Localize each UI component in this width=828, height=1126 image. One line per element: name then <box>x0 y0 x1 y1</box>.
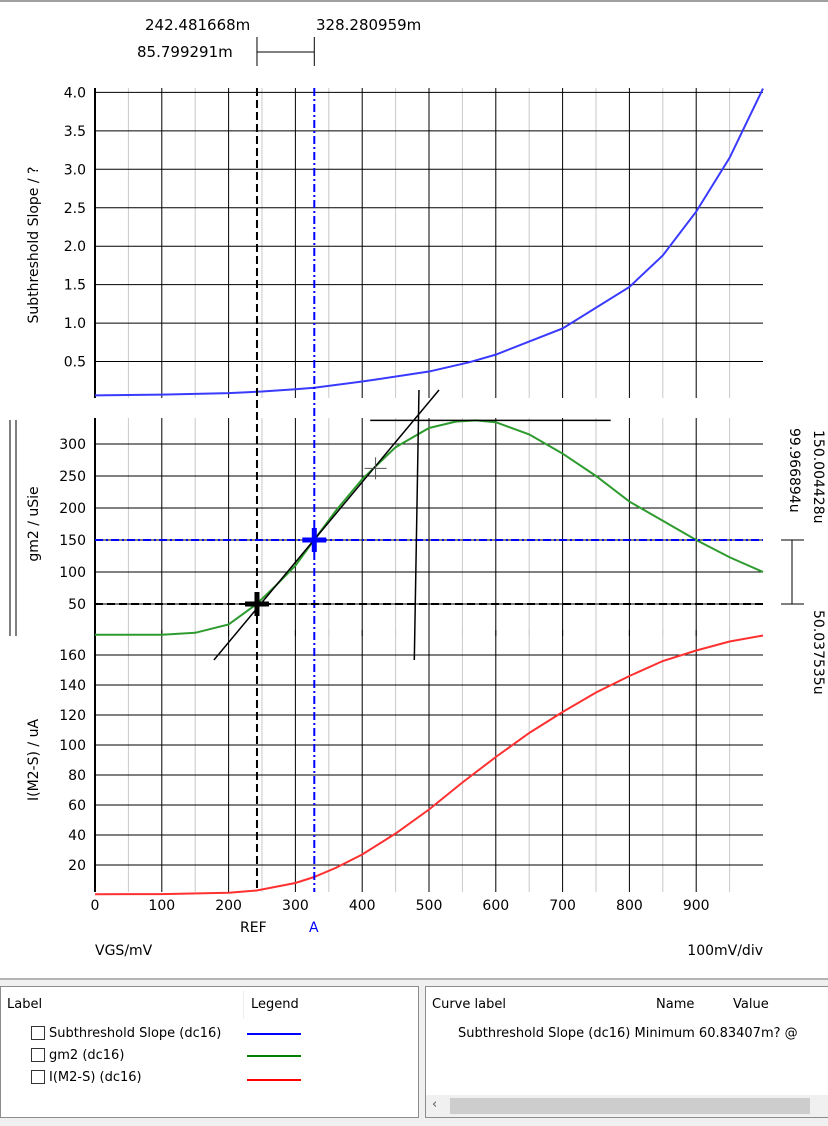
y-tick-label: 2.5 <box>64 201 86 217</box>
y-tick-label: 150 <box>59 533 86 549</box>
curve-label-header[interactable]: Curve label <box>432 997 506 1012</box>
legend-column-header[interactable]: Legend <box>251 997 299 1012</box>
y-tick-label: 250 <box>59 469 86 485</box>
y-tick-label: 2.0 <box>64 239 86 255</box>
value-header[interactable]: Value <box>733 997 769 1012</box>
x-tick-label: 600 <box>482 898 509 914</box>
y-tick-label: 160 <box>59 648 86 664</box>
legend-pane: Label Legend Subthreshold Slope (dc16) g… <box>0 986 419 1118</box>
y-label-current: I(M2-S) / uA <box>26 719 42 801</box>
y-tick-label: 1.0 <box>64 316 86 332</box>
y-tick-label: 60 <box>68 798 86 814</box>
ref-cursor-label[interactable]: REF <box>240 920 267 936</box>
y-tick-label: 300 <box>59 437 86 453</box>
y-label-slope: Subthreshold Slope / ? <box>26 167 42 324</box>
x-tick-label: 300 <box>282 898 309 914</box>
y-tick-label: 0.5 <box>64 355 86 371</box>
tangent-line <box>213 389 440 661</box>
y-tick-label: 40 <box>68 828 86 844</box>
measurement-name: Minimum <box>634 1025 695 1041</box>
visibility-checkbox[interactable] <box>31 1048 45 1062</box>
window-top-border <box>0 0 828 2</box>
visibility-checkbox[interactable] <box>31 1026 45 1040</box>
label-column-header[interactable]: Label <box>7 997 43 1012</box>
measurement-row[interactable]: Subthreshold Slope (dc16) Minimum 60.834… <box>458 1023 798 1043</box>
legend-item[interactable]: I(M2-S) (dc16) <box>31 1067 142 1087</box>
y-tick-label: 3.5 <box>64 124 86 140</box>
y-tick-label: 20 <box>68 858 86 874</box>
y-tick-label: 100 <box>59 738 86 754</box>
waveform-plot[interactable]: 0.51.01.52.02.53.03.54.05010015020025030… <box>0 0 828 978</box>
x-scale-note: 100mV/div <box>687 943 763 959</box>
a-cursor-label[interactable]: A <box>309 920 319 936</box>
slope-curve <box>94 88 764 397</box>
x-tick-label: 800 <box>616 898 643 914</box>
column-separator[interactable] <box>243 991 244 1019</box>
y-tick-label: 3.0 <box>64 162 86 178</box>
visibility-checkbox[interactable] <box>31 1070 45 1084</box>
x-tick-label: 500 <box>416 898 443 914</box>
legend-item-label: gm2 (dc16) <box>49 1047 125 1063</box>
measurements-pane: Curve label Name Value Subthreshold Slop… <box>425 986 828 1118</box>
x-tick-label: 200 <box>215 898 242 914</box>
legend-swatch <box>247 1033 301 1035</box>
legend-item-label: I(M2-S) (dc16) <box>49 1069 142 1085</box>
legend-item-label: Subthreshold Slope (dc16) <box>49 1025 222 1041</box>
bottom-panel: Label Legend Subthreshold Slope (dc16) g… <box>0 978 828 1126</box>
cursor-y-a-value: 150.004428u <box>810 430 826 524</box>
y-tick-label: 140 <box>59 678 86 694</box>
x-tick-label: 900 <box>683 898 710 914</box>
legend-swatch <box>247 1079 301 1081</box>
y-tick-label: 1.5 <box>64 278 86 294</box>
legend-item[interactable]: gm2 (dc16) <box>31 1045 124 1065</box>
y-tick-label: 200 <box>59 501 86 517</box>
y-tick-label: 4.0 <box>64 85 86 101</box>
y-tick-label: 100 <box>59 565 86 581</box>
y-tick-label: 80 <box>68 768 86 784</box>
name-header[interactable]: Name <box>656 997 695 1012</box>
x-axis-label: VGS/mV <box>95 943 153 959</box>
a-cursor-value: 328.280959m <box>316 16 421 34</box>
measurement-curve: Subthreshold Slope (dc16) <box>458 1025 631 1041</box>
horizontal-scrollbar[interactable]: ‹ <box>426 1095 828 1117</box>
x-tick-label: 400 <box>349 898 376 914</box>
measurement-value: 60.83407m? @ <box>698 1025 798 1041</box>
scrollbar-thumb[interactable] <box>450 1098 810 1114</box>
cursor-delta-x: 85.799291m <box>137 43 233 61</box>
y-tick-label: 50 <box>68 597 86 613</box>
y-tick-label: 120 <box>59 708 86 724</box>
x-tick-label: 100 <box>148 898 175 914</box>
x-tick-label: 700 <box>549 898 576 914</box>
cursor-y-ref-value: 50.037535u <box>810 610 826 695</box>
current-curve <box>94 634 764 896</box>
legend-swatch <box>247 1055 301 1057</box>
intersection-line <box>413 389 420 661</box>
gm2-curve <box>95 419 764 636</box>
x-tick-label: 0 <box>91 898 100 914</box>
legend-item[interactable]: Subthreshold Slope (dc16) <box>31 1023 221 1043</box>
scroll-left-icon[interactable]: ‹ <box>432 1097 438 1112</box>
cursor-y-delta: 99.966894u <box>786 428 802 513</box>
y-label-gm2: gm2 / uSie <box>26 486 42 561</box>
ref-cursor-value: 242.481668m <box>145 16 250 34</box>
